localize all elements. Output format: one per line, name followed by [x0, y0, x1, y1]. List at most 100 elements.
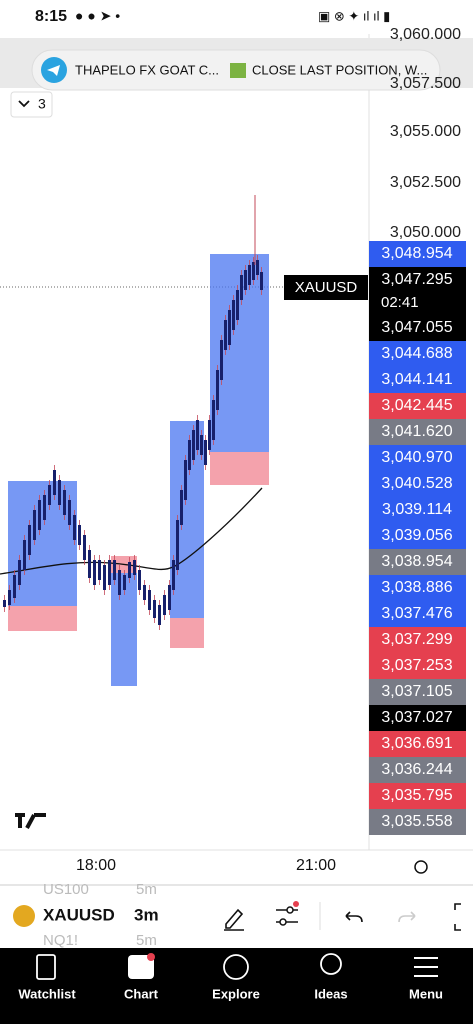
price-tag-label: 3,042.445 [381, 397, 452, 414]
price-tag [369, 731, 466, 757]
ideas-icon [320, 953, 342, 975]
price-tag [369, 445, 466, 471]
candle-body [103, 565, 106, 590]
fullscreen-icon[interactable] [454, 903, 461, 931]
redo-icon[interactable] [398, 911, 416, 923]
candle-body [158, 605, 161, 625]
nav-label[interactable]: Watchlist [18, 986, 76, 1001]
nav-label[interactable]: Menu [409, 986, 443, 1001]
candle-body [48, 485, 51, 505]
indicator-toggle[interactable] [10, 91, 53, 118]
price-tag-label: 3,036.691 [381, 735, 452, 752]
price-tag [369, 315, 466, 341]
candle-body [228, 310, 231, 345]
candle-body [236, 290, 239, 320]
draw-icon[interactable] [224, 908, 244, 931]
price-tag-label: 3,037.476 [381, 605, 452, 622]
price-label: 3,060.000 [390, 26, 461, 43]
nav-labels: Watchlist Chart Explore Ideas Menu [18, 986, 443, 1001]
price-tag-label: 3,037.299 [381, 631, 452, 648]
moving-average [0, 487, 263, 575]
candle-body [200, 435, 203, 455]
indicators-dot [293, 901, 299, 907]
candle-body [176, 520, 179, 570]
nav-label[interactable]: Chart [124, 986, 159, 1001]
settings-icon[interactable] [414, 860, 428, 874]
price-tag [369, 705, 466, 731]
price-tag [369, 241, 466, 267]
price-tag [369, 341, 466, 367]
menu-icon [414, 957, 438, 977]
candle-body [38, 500, 41, 530]
candle-body [180, 490, 183, 525]
zone [8, 606, 77, 631]
price-label: 3,052.500 [390, 174, 461, 191]
symbol-badge [284, 275, 368, 300]
clock: 8:15 [35, 8, 67, 25]
price-label: 3,057.500 [390, 75, 461, 92]
candle-body [148, 590, 151, 610]
time-label: 18:00 [76, 857, 116, 874]
price-tag-label: 3,037.105 [381, 683, 452, 700]
price-tag-label: 3,044.688 [381, 345, 452, 362]
candle-body [184, 460, 187, 500]
symbol-icon [13, 905, 35, 927]
scroll-interval: 5m [136, 881, 157, 898]
price-tag [369, 471, 466, 497]
candle-body [58, 480, 61, 505]
zone [170, 421, 204, 618]
candle-body [212, 400, 215, 440]
candle-body [216, 370, 219, 410]
price-tag-label: 3,037.027 [381, 709, 452, 726]
candle-body [78, 525, 81, 545]
candle-body [143, 585, 146, 600]
candle-body [118, 570, 121, 595]
price-tag-label: 3,040.528 [381, 475, 452, 492]
candle-body [252, 262, 255, 280]
candle-body [256, 260, 259, 275]
price-tag-label: 3,048.954 [381, 245, 452, 262]
chart-dot [147, 953, 155, 961]
candle-body [28, 525, 31, 555]
price-tag [369, 809, 466, 835]
indicators-knob [286, 906, 294, 914]
price-tag [369, 267, 466, 315]
scroll-symbol: NQ1! [43, 932, 78, 949]
toolbar-interval[interactable]: 3m [134, 905, 159, 924]
candle-body [163, 595, 166, 615]
candle-body [128, 562, 131, 578]
scroll-interval: 5m [136, 932, 157, 949]
nav-label[interactable]: Explore [212, 986, 260, 1001]
candle-body [43, 495, 46, 520]
candles [3, 195, 263, 630]
price-tag [369, 393, 466, 419]
candle-body [8, 590, 11, 605]
price-tag-label: 3,047.055 [381, 319, 452, 336]
candle-body [248, 265, 251, 285]
symbol-label: XAUUSD [295, 279, 358, 296]
system-icons: ▣ ⊗ ✦ ıl ıl ▮ [318, 8, 390, 23]
nav-label[interactable]: Ideas [314, 986, 347, 1001]
notification-sender: THAPELO FX GOAT C... [75, 62, 219, 77]
price-tag [369, 523, 466, 549]
price-tag-label: 3,039.056 [381, 527, 452, 544]
candle-body [73, 515, 76, 540]
candle-body [244, 270, 247, 290]
price-tag [369, 575, 466, 601]
toolbar-symbol[interactable]: XAUUSD [43, 905, 115, 924]
price-axis: 3,060.000 3,057.500 3,055.000 3,052.500 3,05… [390, 26, 461, 241]
candle-body [208, 420, 211, 450]
price-tag-label: 3,039.114 [382, 501, 452, 518]
scroll-symbol: US100 [43, 881, 89, 898]
price-tag [369, 653, 466, 679]
chart-icon [128, 955, 154, 979]
price-tag [369, 367, 466, 393]
price-tag [369, 497, 466, 523]
candle-body [204, 440, 207, 465]
candle-body [153, 600, 156, 618]
price-tag-label: 3,035.795 [381, 787, 452, 804]
candle-body [188, 440, 191, 470]
undo-icon[interactable] [345, 911, 363, 923]
candle-body [232, 300, 235, 330]
